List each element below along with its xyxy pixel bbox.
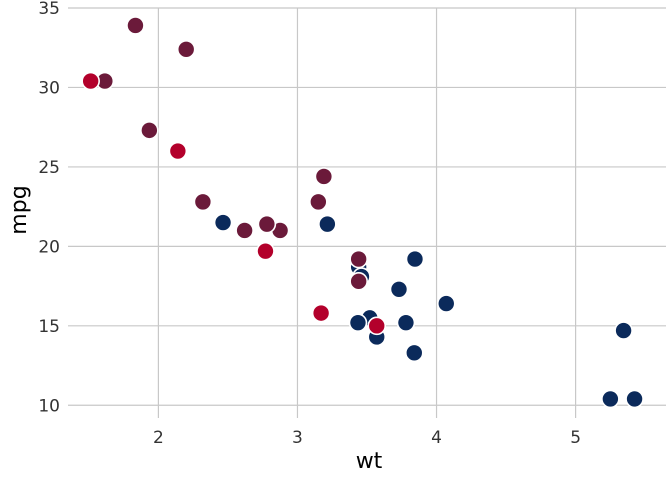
y-tick-label: 35 bbox=[38, 0, 60, 19]
data-points bbox=[81, 16, 644, 409]
data-point bbox=[193, 192, 213, 212]
data-point bbox=[314, 167, 334, 186]
data-point bbox=[349, 272, 368, 291]
x-axis-title: wt bbox=[356, 449, 383, 474]
grid bbox=[68, 7, 666, 418]
data-point bbox=[318, 214, 337, 234]
data-point bbox=[396, 313, 416, 332]
data-point bbox=[309, 192, 328, 212]
data-point bbox=[349, 249, 368, 269]
data-point bbox=[404, 343, 424, 363]
y-axis-title: mpg bbox=[7, 185, 32, 234]
data-point bbox=[389, 279, 409, 299]
x-tick-label: 3 bbox=[292, 428, 303, 448]
x-tick-label: 2 bbox=[153, 428, 164, 448]
data-point bbox=[176, 40, 196, 59]
data-point bbox=[614, 321, 633, 340]
data-point bbox=[405, 249, 425, 269]
y-tick-label: 15 bbox=[38, 317, 60, 337]
data-point bbox=[311, 303, 331, 323]
data-point bbox=[81, 71, 100, 91]
x-tick-label: 4 bbox=[431, 428, 442, 448]
data-point bbox=[625, 389, 644, 409]
data-point bbox=[348, 313, 368, 332]
data-point bbox=[601, 389, 620, 409]
tick-labels: 2 3 4 5 10 15 20 25 30 35 bbox=[38, 0, 581, 448]
data-point bbox=[367, 316, 387, 336]
data-point bbox=[140, 121, 159, 140]
data-point bbox=[126, 16, 145, 35]
y-tick-label: 30 bbox=[38, 78, 60, 98]
data-point bbox=[257, 214, 277, 234]
data-point bbox=[213, 213, 233, 232]
y-tick-label: 25 bbox=[38, 158, 60, 178]
data-point bbox=[168, 141, 188, 161]
x-tick-label: 5 bbox=[570, 428, 581, 448]
data-point bbox=[436, 294, 456, 313]
y-tick-label: 10 bbox=[38, 396, 60, 416]
y-tick-label: 20 bbox=[38, 237, 60, 257]
data-point bbox=[256, 241, 275, 261]
data-point bbox=[235, 221, 254, 240]
